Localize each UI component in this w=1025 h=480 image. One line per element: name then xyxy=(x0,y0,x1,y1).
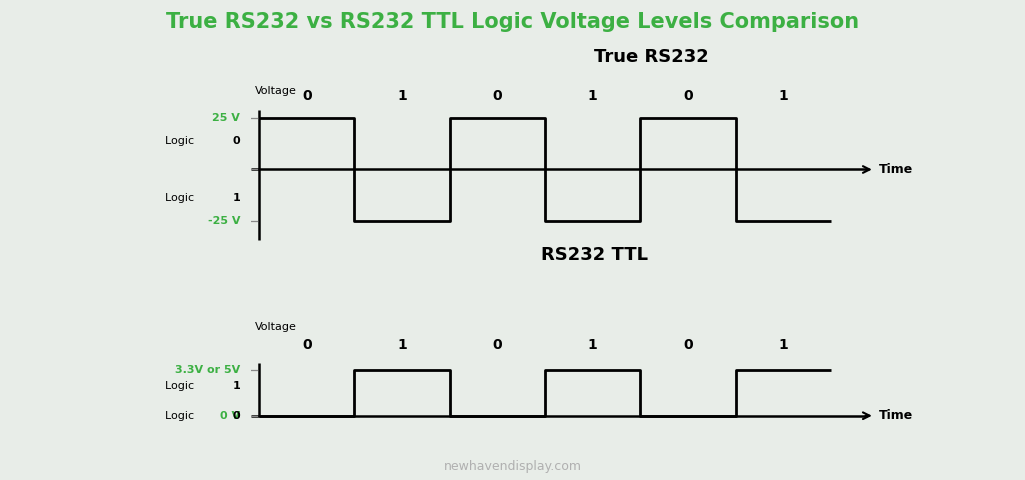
Text: 1: 1 xyxy=(233,193,240,203)
Text: 0: 0 xyxy=(233,411,240,421)
Text: 1: 1 xyxy=(233,381,240,391)
Text: 0 V: 0 V xyxy=(220,411,240,421)
Text: 3.3V or 5V: 3.3V or 5V xyxy=(174,365,240,375)
Text: 0: 0 xyxy=(684,337,693,351)
Text: Time: Time xyxy=(878,409,913,422)
Text: Logic: Logic xyxy=(165,136,198,146)
Text: Logic: Logic xyxy=(165,411,198,421)
Text: 0: 0 xyxy=(684,89,693,103)
Text: 0: 0 xyxy=(493,89,502,103)
Text: RS232 TTL: RS232 TTL xyxy=(541,245,648,264)
Text: 0: 0 xyxy=(233,136,240,146)
Text: 1: 1 xyxy=(778,89,788,103)
Text: -25 V: -25 V xyxy=(207,216,240,227)
Text: newhavendisplay.com: newhavendisplay.com xyxy=(444,460,581,473)
Text: 1: 1 xyxy=(778,337,788,351)
Text: 1: 1 xyxy=(587,337,598,351)
Text: 1: 1 xyxy=(397,337,407,351)
Text: 1: 1 xyxy=(397,89,407,103)
Text: True RS232 vs RS232 TTL Logic Voltage Levels Comparison: True RS232 vs RS232 TTL Logic Voltage Le… xyxy=(166,12,859,32)
Text: 1: 1 xyxy=(587,89,598,103)
Text: Logic: Logic xyxy=(165,193,198,203)
Text: 0: 0 xyxy=(302,89,312,103)
Text: Voltage: Voltage xyxy=(255,322,297,332)
Text: Voltage: Voltage xyxy=(255,86,297,96)
Text: 0: 0 xyxy=(493,337,502,351)
Text: Time: Time xyxy=(878,163,913,176)
Text: 25 V: 25 V xyxy=(212,113,240,122)
Text: True RS232: True RS232 xyxy=(594,48,709,66)
Text: Logic: Logic xyxy=(165,381,198,391)
Text: 0: 0 xyxy=(302,337,312,351)
